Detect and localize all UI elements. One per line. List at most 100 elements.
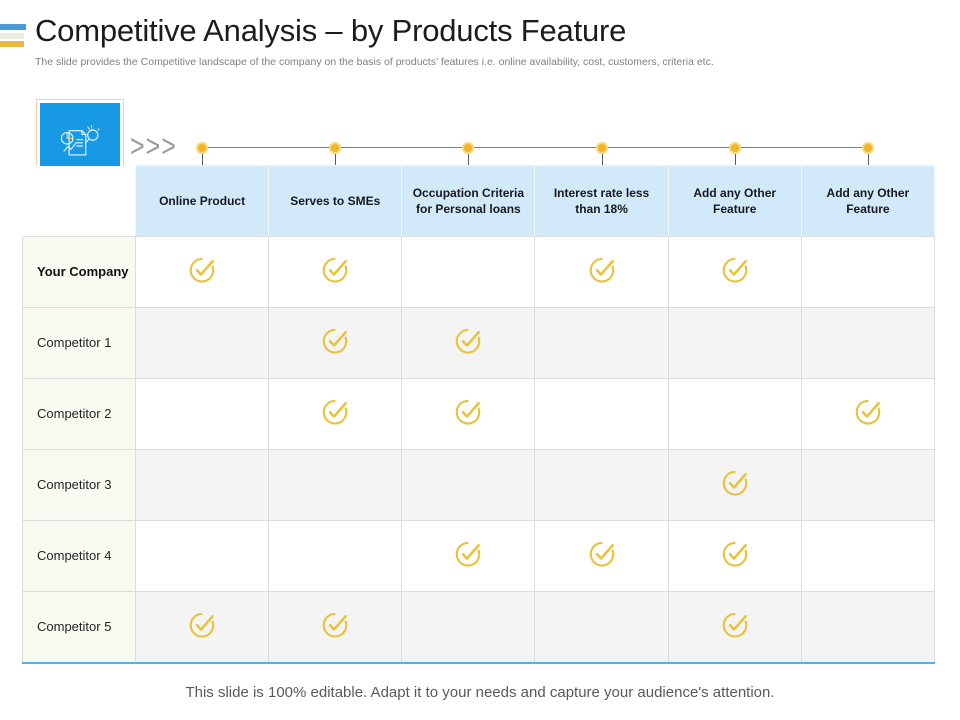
row-label: Competitor 1: [22, 306, 136, 379]
title-accent-bar-gold: [0, 41, 24, 47]
feature-cell: [667, 590, 802, 663]
column-header: Add any Other Feature: [667, 165, 802, 237]
table-row: Competitor 5: [22, 590, 936, 663]
check-icon: [587, 254, 617, 284]
timeline-cell: [802, 141, 935, 165]
timeline-connector: [468, 154, 470, 165]
table-row: Your Company: [22, 235, 936, 308]
title-accent-bar-sage: [0, 33, 24, 39]
feature-cell: [667, 377, 802, 450]
feature-cell: [800, 377, 936, 450]
feature-cell: [534, 377, 669, 450]
feature-cell: [667, 306, 802, 379]
table-row: Competitor 3: [22, 448, 936, 521]
feature-cell: [800, 235, 936, 308]
check-icon: [587, 538, 617, 568]
feature-cell: [268, 519, 403, 592]
timeline-connector: [601, 154, 603, 165]
feature-cell: [401, 235, 536, 308]
feature-cell: [134, 448, 270, 521]
check-icon: [453, 396, 483, 426]
feature-cell: [268, 306, 403, 379]
feature-cell: [401, 377, 536, 450]
timeline-dot-icon: [595, 142, 608, 154]
timeline-cell: [402, 141, 535, 165]
feature-cell: [134, 377, 270, 450]
row-label: Competitor 2: [22, 377, 136, 450]
check-icon: [320, 609, 350, 639]
timeline-dot-icon: [728, 142, 741, 154]
feature-cell: [134, 235, 270, 308]
feature-cell: [268, 448, 403, 521]
feature-cell: [534, 235, 669, 308]
feature-cell: [134, 306, 270, 379]
row-label: Competitor 3: [22, 448, 136, 521]
column-header: Serves to SMEs: [268, 165, 403, 237]
feature-cell: [800, 448, 936, 521]
timeline-dot-icon: [462, 142, 475, 154]
feature-cell: [401, 448, 536, 521]
check-icon: [453, 325, 483, 355]
check-icon: [853, 396, 883, 426]
check-icon: [453, 538, 483, 568]
feature-cell: [667, 448, 802, 521]
timeline-cell: [135, 141, 268, 165]
feature-cell: [534, 448, 669, 521]
feature-cell: [534, 519, 669, 592]
table-row: Competitor 4: [22, 519, 936, 592]
timeline-connector: [334, 154, 336, 165]
timeline-cell: [268, 141, 401, 165]
timeline-connector: [734, 154, 736, 165]
column-header: Occupation Criteria for Personal loans: [401, 165, 536, 237]
check-icon: [720, 467, 750, 497]
check-icon: [320, 325, 350, 355]
feature-cell: [667, 519, 802, 592]
check-icon: [187, 254, 217, 284]
title-accent-bar-blue: [0, 24, 26, 30]
column-header: Add any Other Feature: [800, 165, 936, 237]
feature-cell: [401, 519, 536, 592]
row-label: Your Company: [22, 235, 136, 308]
timeline-line: [201, 147, 869, 148]
feature-cell: [800, 306, 936, 379]
row-label: Competitor 4: [22, 519, 136, 592]
feature-table: Online Product Serves to SMEs Occupation C…: [22, 165, 936, 664]
check-icon: [320, 254, 350, 284]
timeline-dot-icon: [328, 142, 341, 154]
row-label: Competitor 5: [22, 590, 136, 663]
feature-cell: [401, 590, 536, 663]
column-header: Online Product: [134, 165, 270, 237]
table-corner: [22, 165, 136, 236]
timeline-dot-icon: [195, 142, 208, 154]
feature-cell: [134, 519, 270, 592]
chevrons-decor: >>>: [130, 129, 177, 164]
slide-subtitle: The slide provides the Competitive lands…: [35, 56, 714, 68]
timeline-dot-icon: [862, 142, 875, 154]
timeline-connector: [201, 154, 203, 165]
document-chart-magnifier-icon: [60, 124, 100, 156]
timeline-connector: [868, 154, 870, 165]
feature-cell: [268, 377, 403, 450]
feature-cell: [667, 235, 802, 308]
feature-cell: [534, 306, 669, 379]
check-icon: [187, 609, 217, 639]
feature-cell: [534, 590, 669, 663]
check-icon: [720, 538, 750, 568]
slide-title: Competitive Analysis – by Products Featu…: [35, 13, 627, 48]
timeline-cell: [535, 141, 668, 165]
feature-cell: [134, 590, 270, 663]
check-icon: [720, 254, 750, 284]
feature-cell: [268, 590, 403, 663]
table-row: Competitor 2: [22, 377, 936, 450]
column-header: Interest rate less than 18%: [534, 165, 669, 237]
feature-cell: [268, 235, 403, 308]
check-icon: [720, 609, 750, 639]
feature-cell: [800, 519, 936, 592]
timeline-cell: [668, 141, 801, 165]
footer-note: This slide is 100% editable. Adapt it to…: [185, 684, 775, 701]
timeline: [135, 141, 935, 165]
header-row: Online Product Serves to SMEs Occupation C…: [22, 165, 936, 237]
check-icon: [320, 396, 350, 426]
table-row: Competitor 1: [22, 306, 936, 379]
feature-cell: [401, 306, 536, 379]
